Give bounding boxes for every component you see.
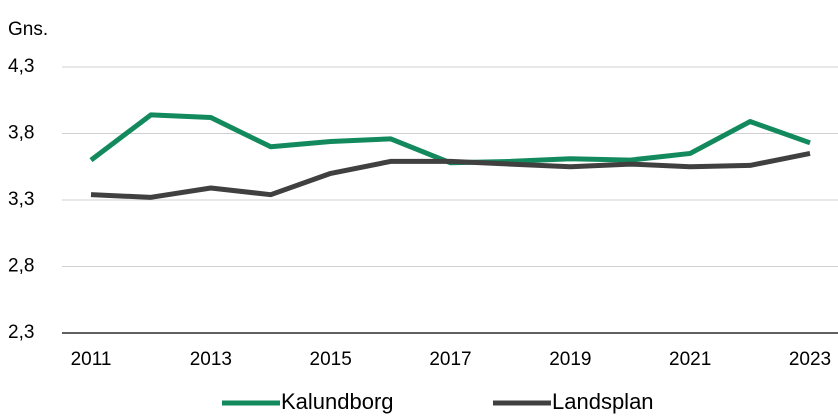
legend-label: Landsplan <box>552 389 654 414</box>
y-tick-label: 2,3 <box>8 322 34 343</box>
series-line <box>90 150 811 200</box>
y-axis-label: Gns. <box>8 19 48 40</box>
x-tick-label: 2013 <box>190 349 232 370</box>
x-tick-label: 2015 <box>310 349 352 370</box>
x-tick-label: 2017 <box>429 349 471 370</box>
x-tick-label: 2019 <box>549 349 591 370</box>
x-tick-label: 2021 <box>669 349 711 370</box>
y-tick-label: 2,8 <box>8 256 34 277</box>
y-tick-label: 3,8 <box>8 123 34 144</box>
series-line <box>89 112 811 166</box>
y-tick-label: 4,3 <box>8 56 34 77</box>
x-tick-label: 2011 <box>71 349 112 370</box>
y-tick-label: 3,3 <box>8 189 34 210</box>
x-tick-label: 2023 <box>789 349 831 370</box>
legend-label: Kalundborg <box>281 389 394 414</box>
